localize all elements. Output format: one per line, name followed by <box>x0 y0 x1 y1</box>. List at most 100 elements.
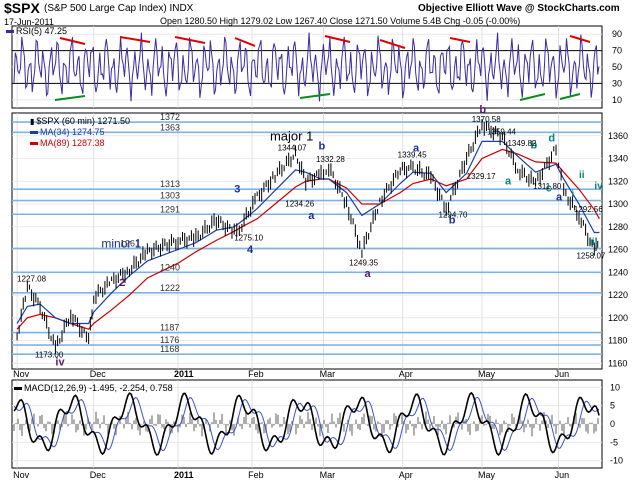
wave-label: iv <box>55 357 65 369</box>
x-tick-label: Dec <box>90 470 107 480</box>
price-tick-label: 1160 <box>608 358 627 368</box>
macd-signal-line <box>13 396 600 452</box>
macd-legend-text: MACD(12,26,9) -1.495, -2.254, 0.758 <box>24 383 173 393</box>
rsi-tick-label: 70 <box>612 46 622 56</box>
macd-tick-label: 0 <box>610 419 615 429</box>
level-label: 1261 <box>120 238 140 248</box>
macd-tick-label: 10 <box>610 382 620 392</box>
wave-label: 1339.45 <box>398 150 427 159</box>
level-label: 1176 <box>160 335 179 345</box>
rsi-tick-label: 30 <box>612 78 622 88</box>
wave-label: iii <box>589 237 598 248</box>
rsi-trendline <box>174 36 206 44</box>
rsi-trendline <box>299 93 331 99</box>
wave-label: 1294.70 <box>439 211 468 220</box>
rsi-line <box>13 32 600 102</box>
x-tick-label: Nov <box>13 470 30 480</box>
macd-tick-label: -10 <box>610 456 623 466</box>
wave-label: 1370.58 <box>472 115 501 124</box>
wave-label: 2 <box>119 277 125 289</box>
wave-label: 1173.00 <box>35 351 64 360</box>
x-tick-label: May <box>478 470 496 480</box>
wave-label: 3 <box>234 184 240 196</box>
price-tick-label: 1360 <box>608 131 628 141</box>
level-label: 1187 <box>160 323 179 333</box>
level-label: 1222 <box>160 283 180 293</box>
wave-label: i <box>571 189 574 200</box>
wave-label: d <box>548 132 555 144</box>
level-label: 1303 <box>160 191 180 201</box>
bar-icon: ▮ <box>30 117 35 126</box>
brand-label: Objective Elliott Wave @ StockCharts.com <box>418 3 620 14</box>
wave-label: 1275.10 <box>234 233 263 242</box>
wave-label: b <box>530 139 537 151</box>
wave-label: iv <box>594 181 603 192</box>
price-tick-label: 1320 <box>608 176 628 186</box>
rsi-trendline <box>519 93 546 101</box>
rsi-tick-label: 50 <box>612 62 622 72</box>
x-tick-label: 2011 <box>174 470 194 480</box>
price-panel <box>11 112 603 370</box>
level-label: 1313 <box>160 179 180 189</box>
wave-label: a <box>413 143 420 155</box>
macd-tick-label: -5 <box>610 437 618 447</box>
ma34-legend: MA(34) 1274.75 <box>30 127 105 137</box>
price-tick-label: 1200 <box>608 313 628 323</box>
level-label: 1168 <box>160 344 179 354</box>
wave-label: a <box>364 268 371 280</box>
ma34-line <box>16 140 600 325</box>
rsi-trendline <box>119 36 151 43</box>
rsi-legend: RSI(5) 47.25 <box>6 26 67 36</box>
date-label: 17-Jun-2011 <box>4 17 54 27</box>
rsi-trendline <box>59 37 86 45</box>
x-tick-label: Dec <box>90 369 107 379</box>
rsi-trendline <box>234 37 256 47</box>
wave-label: a <box>505 176 512 188</box>
wave-label: 1234.26 <box>285 199 314 208</box>
x-tick-label: 2011 <box>174 369 194 379</box>
x-tick-label: Mar <box>320 470 336 480</box>
wave-label: b <box>449 214 456 226</box>
price-tick-label: 1260 <box>608 245 628 255</box>
x-tick-label: Feb <box>248 470 264 480</box>
rsi-trendline <box>569 35 591 43</box>
x-tick-label: Jun <box>555 470 570 480</box>
rsi-legend-text: RSI(5) 47.25 <box>16 26 68 36</box>
macd-tick-label: 5 <box>610 401 615 411</box>
x-tick-label: Mar <box>320 369 336 379</box>
symbol-title: $SPX <box>4 0 40 16</box>
level-label: 1291 <box>160 204 180 214</box>
wave-label: b <box>479 104 486 116</box>
wave-label: 1258.07 <box>576 252 605 261</box>
price-tick-label: 1280 <box>608 222 628 232</box>
wave-label: 1292.56 <box>574 205 603 214</box>
rsi-trendline <box>54 95 86 101</box>
rsi-trendline <box>324 35 351 43</box>
price-legend: ▮ $SPX (60 min) 1271.50 <box>30 116 130 126</box>
price-legend-text: $SPX (60 min) 1271.50 <box>36 116 130 126</box>
wave-label: a <box>308 210 315 222</box>
x-tick-label: May <box>478 369 496 379</box>
wave-label: 1332.28 <box>316 155 345 164</box>
rsi-trendline <box>449 37 471 43</box>
level-label: 1240 <box>160 262 180 272</box>
price-tick-label: 1340 <box>608 154 628 164</box>
wave-label: ii <box>579 170 585 181</box>
level-label: 1372 <box>160 112 180 122</box>
ma89-legend: MA(89) 1287.38 <box>30 138 105 148</box>
wave-label: major 1 <box>270 128 313 143</box>
x-tick-label: Jun <box>555 369 570 379</box>
wave-label: 1227.08 <box>17 274 46 283</box>
ma34-legend-text: MA(34) 1274.75 <box>40 127 105 137</box>
x-tick-label: Apr <box>399 470 413 480</box>
macd-legend: MACD(12,26,9) -1.495, -2.254, 0.758 <box>14 383 173 393</box>
rsi-tick-label: 90 <box>612 29 622 39</box>
wave-label: minor 1 <box>101 236 141 250</box>
x-tick-label: Feb <box>248 369 264 379</box>
wave-label: 4 <box>247 244 254 256</box>
rsi-tick-label: 10 <box>612 95 622 105</box>
price-tick-label: 1220 <box>608 290 628 300</box>
rsi-trendline <box>559 93 581 100</box>
price-tick-label: 1180 <box>608 336 627 346</box>
price-tick-label: 1240 <box>608 267 628 277</box>
